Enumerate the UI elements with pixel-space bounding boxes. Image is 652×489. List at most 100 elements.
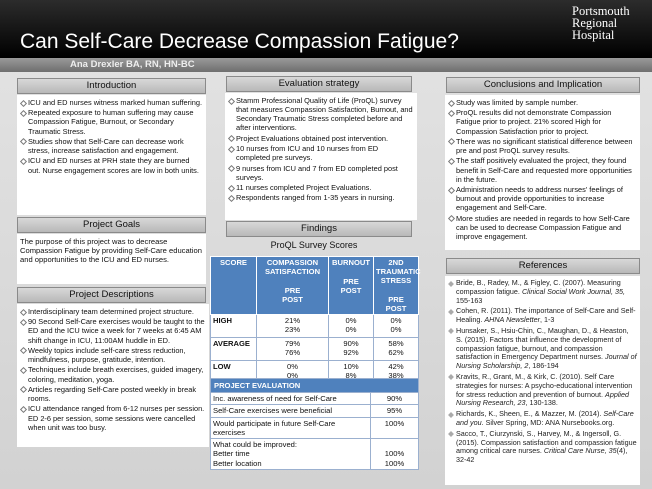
logo-line: Regional [572, 16, 618, 30]
reference-item: Bride, B., Radey, M., & Figley, C. (2007… [448, 278, 637, 305]
cell-value: 58% [388, 339, 404, 348]
reference-item: Sacco, T., Ciurzynski, S., Harvey, M., &… [448, 428, 637, 465]
column-header: COMPASSION SATISFACTION PRE POST [256, 256, 329, 315]
reference-italic: Clinical Social Work Journal, 35, [521, 286, 625, 296]
reference-list: Bride, B., Radey, M., & Figley, C. (2007… [448, 278, 637, 465]
logo: Portsmouth Regional Hospital [572, 4, 630, 42]
column-label: BURNOUT [332, 258, 370, 267]
bullet-item: Study was limited by sample number. [448, 98, 637, 107]
table-row: HIGH 21% 23% 0% 0% 0% 0% [210, 314, 419, 338]
column-header: BURNOUT PRE POST [328, 256, 374, 315]
bullet-item: 90 Second Self-Care exercises would be t… [20, 317, 206, 344]
reference-italic: Self-Care and you [456, 409, 634, 427]
column-label: SCORE [219, 258, 247, 267]
column-header: 2ND TRAUMATIC STRESS PRE POST [373, 256, 421, 315]
section-heading: References [446, 258, 640, 274]
reference-item: Hunsaker, S., Hsiu-Chin, C., Maughan, D.… [448, 326, 637, 371]
bullet-list: ICU and ED nurses witness marked human s… [20, 98, 203, 175]
bullet-item: 11 nurses completed Project Evaluations. [228, 183, 414, 192]
column-sub: POST [282, 295, 303, 304]
table-cell: 100% [370, 416, 419, 440]
reference-italic: Applied Nursing Research, 23 [456, 389, 630, 408]
cell-value: 90% [343, 339, 359, 348]
section-body: Interdisciplinary team determined projec… [17, 304, 209, 447]
table-cell: Would participate in future Self-Care ex… [210, 416, 371, 440]
bullet-item: ProQL results did not demonstrate Compas… [448, 108, 637, 135]
reference-text: , 1-3 [540, 315, 555, 325]
table-row: AVERAGE 79% 76% 90% 92% 58% 62% [210, 337, 419, 361]
table-cell: What could be improved: Better time Better… [210, 438, 371, 471]
bullet-item: ICU and ED nurses at PRH state they are … [20, 156, 203, 174]
reference-item: Cohen, R. (2011). The importance of Self… [448, 307, 637, 325]
table-cell: Self-Care exercises were beneficial [210, 404, 371, 418]
cell-value: 10% [343, 362, 359, 371]
table-title: PROJECT EVALUATION [210, 378, 419, 393]
column-header: SCORE [210, 256, 257, 315]
cell-value: 38% [388, 371, 404, 380]
bullet-list: Interdisciplinary team determined projec… [20, 307, 206, 432]
bullet-item: Interdisciplinary team determined projec… [20, 307, 206, 316]
bullet-item: There was no significant statistical dif… [448, 137, 637, 155]
bullet-item: Respondents ranged from 1-35 years in nu… [228, 193, 414, 202]
paragraph: The purpose of this project was to decre… [20, 237, 202, 265]
logo-line: Portsmouth [572, 4, 630, 18]
cell-value: 92% [343, 348, 359, 357]
bullet-item: Studies show that Self-Care can decrease… [20, 137, 203, 155]
section-heading: Project Descriptions [17, 287, 206, 303]
cell-value: 21% [284, 316, 301, 325]
cell-value: 79% [284, 339, 301, 348]
bullet-item: Project Evaluations obtained post interv… [228, 134, 414, 143]
bullet-item: Weekly topics include self-care stress r… [20, 346, 206, 364]
cell-line: Better location [213, 458, 262, 468]
reference-text: , 186-194 [528, 361, 559, 371]
reference-text: Bride, B., Radey, M., & Figley, C. (2007… [456, 278, 621, 296]
table-header: SCORE COMPASSION SATISFACTION PRE POST BURNO… [210, 256, 421, 315]
column-sub: PRE [284, 286, 301, 295]
section-heading: Introduction [17, 78, 206, 94]
table-row: Inc. awareness of need for Self-Care 90% [210, 391, 419, 406]
bullet-item: The staff positively evaluated the proje… [448, 156, 637, 183]
cell-value: 0% [390, 316, 402, 325]
bullet-item: ICU attendance ranged from 6-12 nurses p… [20, 404, 206, 431]
cell-line: What could be improved: [213, 440, 297, 450]
cell-value: 62% [388, 348, 404, 357]
section-body: The purpose of this project was to decre… [17, 234, 206, 284]
cell-value: 0% [345, 325, 357, 334]
reference-text: . Silver Spring, MD: ANA Nursebooks.org. [481, 417, 615, 427]
section-heading: Findings [226, 221, 412, 237]
cell-value: 76% [284, 348, 301, 357]
cell-value: 0% [287, 371, 298, 380]
evaluation-table: PROJECT EVALUATION Inc. awareness of nee… [210, 378, 419, 471]
section-body: Stamm Professional Quality of Life (ProQ… [225, 93, 417, 220]
cell-line: 95% [386, 406, 403, 416]
table-cell: 100% 100% [370, 438, 419, 471]
reference-text: Sacco, T., Ciurzynski, S., Harvey, M., &… [456, 428, 637, 456]
bullet-item: Administration needs to address nurses' … [448, 185, 637, 212]
cell-value: 0% [287, 362, 298, 371]
section-body: Bride, B., Radey, M., & Figley, C. (2007… [445, 276, 640, 485]
reference-italic: Critical Care Nurse, 35 [543, 446, 617, 456]
bullet-item: Techniques include breath exercises, gui… [20, 365, 206, 383]
column-sub: PRE [343, 277, 359, 286]
cell-line: 90% [386, 394, 403, 403]
logo-line: Hospital [572, 28, 615, 42]
cell-line: Self-Care exercises were beneficial [213, 406, 333, 416]
reference-italic: Journal of Nursing Scholarship, 2 [456, 352, 637, 371]
column-sub: PRE [388, 295, 404, 304]
author: Ana Drexler BA, RN, HN-BC [70, 59, 195, 70]
section-body: ICU and ED nurses witness marked human s… [17, 95, 206, 215]
bullet-item: More studies are needed in regards to ho… [448, 214, 637, 241]
bullet-item: 9 nurses from ICU and 7 from ED complete… [228, 164, 414, 182]
column-sub: POST [385, 304, 407, 313]
reference-text: , 130-138. [525, 398, 558, 408]
table-cell: 21% 23% [256, 314, 329, 338]
bullet-item: Stamm Professional Quality of Life (ProQ… [228, 96, 414, 132]
bullet-list: Study was limited by sample number. ProQL… [448, 98, 637, 241]
author-bar: Ana Drexler BA, RN, HN-BC [0, 58, 652, 72]
reference-text: Richards, K., Sheen, E., & Mazzer, M. (2… [456, 409, 604, 419]
cell-line: 100% [384, 449, 405, 459]
table-cell: Inc. awareness of need for Self-Care [210, 391, 371, 406]
section-body: Study was limited by sample number. ProQL… [445, 95, 640, 250]
cell-value: 0% [390, 325, 402, 334]
